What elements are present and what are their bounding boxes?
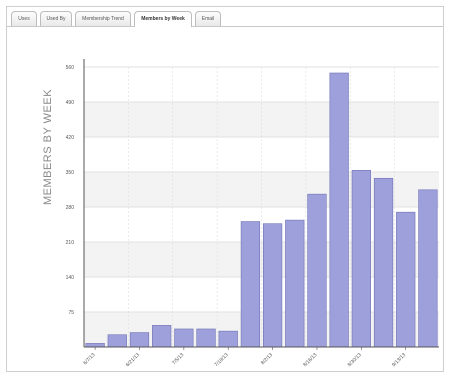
y-tick-label: 350 <box>66 170 75 176</box>
bar <box>174 328 194 348</box>
y-tick-label: 140 <box>66 275 75 281</box>
bar <box>240 221 261 348</box>
x-tick-label: 7/19/13 <box>214 352 230 368</box>
tab-uses[interactable]: Uses <box>11 11 37 26</box>
x-tick-label: 8/30/13 <box>347 352 363 368</box>
x-tick-label: 6/21/13 <box>125 352 141 368</box>
x-tick-label: 8/2/13 <box>260 352 274 366</box>
x-tick-label: 6/7/13 <box>82 352 96 366</box>
bar <box>218 330 238 348</box>
y-tick-label: 210 <box>66 240 75 246</box>
bar <box>329 72 349 348</box>
chart-area: 75 140 210 280 350 420 490 560 6/7/13 6/21/13 7/5/… <box>7 27 445 373</box>
bar <box>396 211 416 348</box>
bar <box>285 219 305 348</box>
tab-members-by-week[interactable]: Members by Week <box>134 11 192 27</box>
y-tick-label: 75 <box>68 310 74 316</box>
plot-band <box>84 137 439 172</box>
x-tick-label: 7/5/13 <box>171 352 185 366</box>
bar <box>196 328 216 348</box>
tab-membership-trend[interactable]: Membership Trend <box>75 11 131 26</box>
y-tick-label: 490 <box>66 100 75 106</box>
y-tick-label: 280 <box>66 205 75 211</box>
y-axis-title: MEMBERS BY WEEK <box>42 89 54 205</box>
bar <box>262 223 283 348</box>
bar <box>373 177 394 348</box>
bar <box>307 193 327 348</box>
bar <box>351 170 371 348</box>
bar <box>152 325 172 348</box>
tab-bar: Uses Used By Membership Trend Members by… <box>7 7 443 27</box>
y-tick-label: 420 <box>66 135 75 141</box>
x-tick-label: 8/16/13 <box>302 352 318 368</box>
x-tick-label: 9/13/13 <box>391 352 407 368</box>
bar <box>107 334 127 348</box>
bar <box>418 189 438 348</box>
members-by-week-chart: 75 140 210 280 350 420 490 560 6/7/13 6/21/13 7/5/… <box>42 59 439 368</box>
bar <box>129 332 150 348</box>
tab-used-by[interactable]: Used By <box>40 11 72 26</box>
y-tick-label: 560 <box>66 65 75 71</box>
bar <box>85 343 105 348</box>
chart-panel: Uses Used By Membership Trend Members by… <box>6 6 444 372</box>
tab-email[interactable]: Email <box>195 11 221 26</box>
